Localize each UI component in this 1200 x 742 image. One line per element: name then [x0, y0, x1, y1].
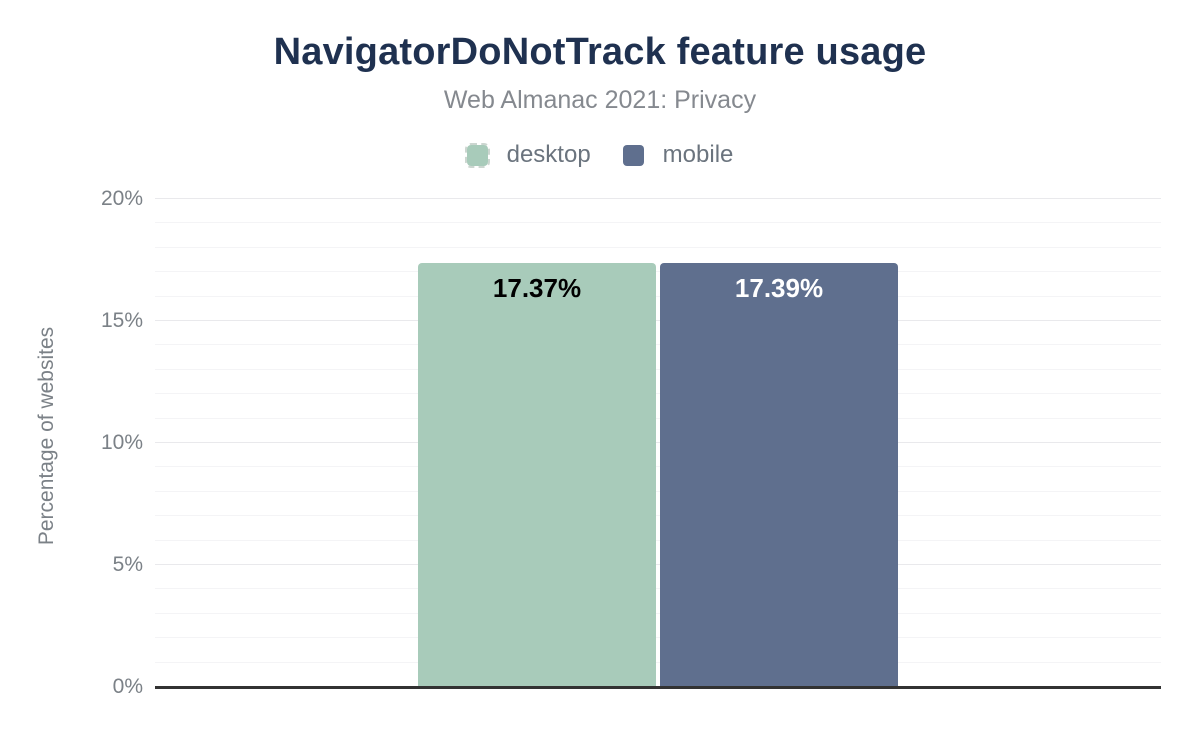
minor-gridline — [155, 588, 1161, 590]
y-tick-label: 20% — [100, 187, 143, 210]
minor-gridline — [155, 271, 1161, 273]
minor-gridline — [155, 466, 1161, 468]
minor-gridline — [155, 661, 1161, 663]
legend-item-mobile[interactable]: mobile — [622, 141, 734, 169]
bar-mobile[interactable]: 17.39% — [660, 262, 898, 687]
bar-desktop[interactable]: 17.37% — [418, 263, 656, 687]
minor-gridline — [155, 222, 1161, 224]
chart-subtitle: Web Almanac 2021: Privacy — [443, 86, 757, 114]
desktop-series-swatch-icon — [464, 142, 490, 168]
y-tick-label: 5% — [112, 553, 143, 576]
major-gridline — [155, 564, 1161, 565]
minor-gridline — [155, 295, 1161, 297]
minor-gridline — [155, 490, 1161, 492]
minor-gridline — [155, 612, 1161, 614]
minor-gridline — [155, 515, 1161, 517]
legend-label-mobile: mobile — [662, 141, 734, 168]
x-axis-line — [155, 686, 1161, 689]
y-tick-label: 15% — [100, 309, 143, 332]
minor-gridline — [155, 246, 1161, 248]
minor-gridline — [155, 637, 1161, 639]
minor-gridline — [155, 539, 1161, 541]
minor-gridline — [155, 393, 1161, 395]
bar-mobile-value-label: 17.39% — [734, 272, 824, 303]
legend-label-desktop: desktop — [506, 141, 591, 168]
minor-gridline — [155, 417, 1161, 419]
legend: desktop mobile — [0, 141, 1200, 169]
plot-area: 17.37% 17.39% — [155, 198, 1161, 689]
major-gridline — [155, 442, 1161, 443]
y-tick-label: 0% — [112, 675, 143, 698]
bar-desktop-value-label: 17.37% — [492, 273, 582, 304]
y-tick-label: 10% — [100, 431, 143, 454]
major-gridline — [155, 320, 1161, 321]
chart-title: NavigatorDoNotTrack feature usage — [273, 31, 927, 73]
grid-layer — [155, 198, 1161, 687]
legend-item-desktop[interactable]: desktop — [464, 141, 591, 169]
minor-gridline — [155, 368, 1161, 370]
major-gridline — [155, 198, 1161, 199]
minor-gridline — [155, 344, 1161, 346]
mobile-series-swatch-icon — [622, 144, 644, 166]
